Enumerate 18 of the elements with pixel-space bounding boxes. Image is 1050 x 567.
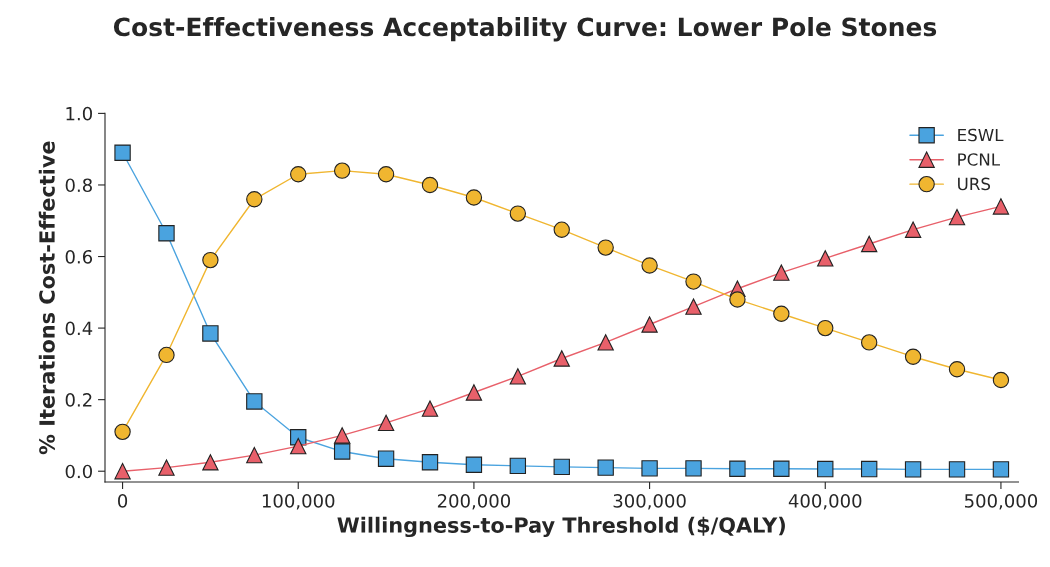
x-tick-label: 300,000 — [613, 494, 686, 510]
y-tick-label: 0.2 — [65, 393, 92, 407]
y-tick-label: 0.8 — [65, 178, 92, 193]
y-tick-label: 0.4 — [65, 321, 93, 336]
y-axis-title: % Iterations Cost-Effective — [38, 141, 55, 455]
x-axis-title: Willingness-to-Pay Threshold ($/QALY) — [337, 516, 785, 538]
y-tick-label: 0.6 — [65, 249, 93, 264]
y-tick-label: 0.0 — [65, 464, 92, 479]
x-tick-label: 0 — [118, 494, 128, 508]
x-tick-label: 200,000 — [437, 494, 511, 510]
chart-title: Cost-Effectiveness Acceptability Curve: Lower Pole Stones — [113, 17, 937, 42]
legend-label: PCNL — [958, 153, 1000, 166]
y-tick-label: 1.0 — [66, 106, 92, 121]
x-tick-label: 500,000 — [964, 494, 1038, 510]
legend-label: ESWL — [958, 128, 1004, 142]
legend-label: URS — [958, 177, 991, 191]
x-tick-label: 100,000 — [262, 494, 335, 510]
x-tick-label: 400,000 — [788, 494, 862, 510]
